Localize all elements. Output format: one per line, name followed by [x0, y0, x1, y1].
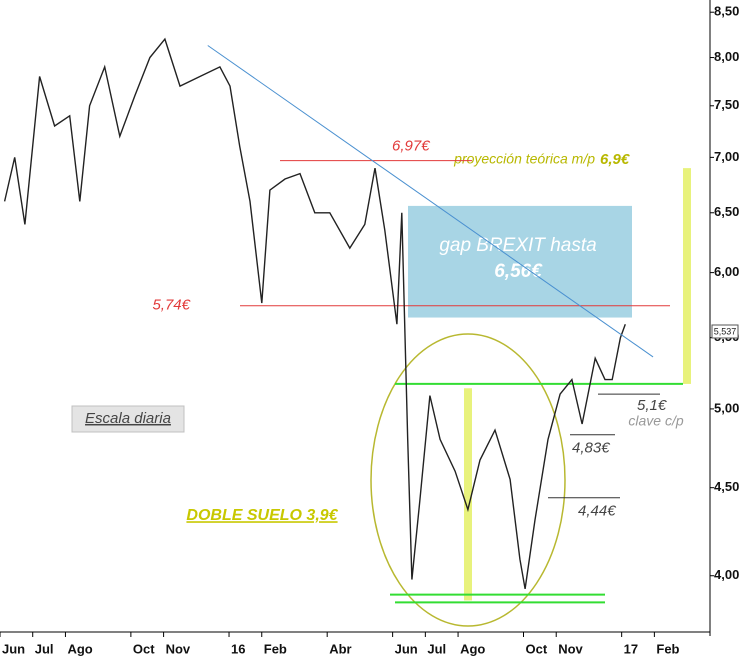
- x-tick-label: Nov: [558, 641, 583, 656]
- y-tick-label: 8,50: [714, 4, 739, 19]
- projection-bar: [683, 168, 691, 384]
- x-tick-label: Jun: [2, 641, 25, 656]
- level-label: 5,1€: [637, 397, 667, 414]
- scale-box: [71, 405, 185, 433]
- y-tick-label: 7,50: [714, 97, 739, 112]
- key-note: clave c/p: [628, 413, 683, 429]
- y-tick-label: 6,50: [714, 204, 739, 219]
- y-tick-label: 4,50: [714, 479, 739, 494]
- x-tick-label: Ago: [460, 641, 485, 656]
- gap-box: [408, 205, 632, 318]
- x-tick-label: 17: [624, 641, 638, 656]
- double-bottom-ellipse: [370, 333, 566, 627]
- double-bottom-note: DOBLE SUELO 3,9€: [186, 507, 338, 524]
- y-tick-label: 6,00: [714, 264, 739, 279]
- gap-text: gap BREXIT hasta: [439, 235, 596, 256]
- x-tick-label: Oct: [526, 641, 548, 656]
- level-label: 4,44€: [578, 503, 616, 520]
- x-tick-label: Nov: [166, 641, 191, 656]
- gap-text: 6,56€: [494, 261, 543, 282]
- projection-note: proyección teórica m/p: [453, 151, 595, 167]
- level-label: 6,97€: [392, 138, 430, 155]
- x-tick-label: Jun: [395, 641, 418, 656]
- projection-value: 6,9€: [600, 151, 630, 168]
- x-tick-label: Jul: [35, 641, 54, 656]
- x-tick-label: Feb: [656, 641, 679, 656]
- x-tick-label: Feb: [264, 641, 287, 656]
- scale-note: Escala diaria: [85, 410, 171, 427]
- level-label: 5,74€: [152, 297, 190, 314]
- x-tick-label: Jul: [427, 641, 446, 656]
- price-line: [3, 37, 626, 590]
- x-tick-label: 16: [231, 641, 245, 656]
- y-tick-label: 4,00: [714, 567, 739, 582]
- x-tick-label: Abr: [329, 641, 351, 656]
- y-tick-label: 8,00: [714, 49, 739, 64]
- level-label: 4,83€: [572, 440, 610, 457]
- projection-bar: [464, 388, 472, 601]
- last-price: 5,537: [714, 326, 737, 336]
- x-tick-label: Ago: [67, 641, 92, 656]
- y-tick-label: 5,00: [714, 400, 739, 415]
- trendline: [207, 45, 654, 358]
- x-tick-label: Oct: [133, 641, 155, 656]
- y-tick-label: 7,00: [714, 149, 739, 164]
- last-price-box: [711, 324, 739, 339]
